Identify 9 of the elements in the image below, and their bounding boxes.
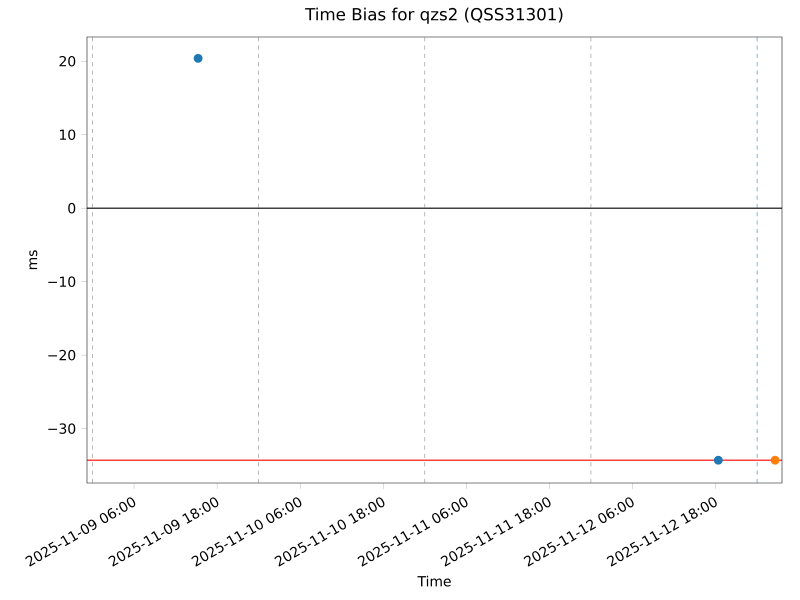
y-tick-label: 20 <box>60 56 76 67</box>
y-tick-label: −30 <box>48 423 76 434</box>
x-axis-title: Time <box>417 576 451 587</box>
chart-title: Time Bias for qzs2 (QSS31301) <box>305 8 562 24</box>
y-tick-label: −20 <box>48 350 76 360</box>
y-axis-title: ms <box>29 250 38 270</box>
y-tick-label: 10 <box>60 129 76 140</box>
y-tick-label: −10 <box>48 276 76 287</box>
y-tick-label: 0 <box>68 202 76 214</box>
